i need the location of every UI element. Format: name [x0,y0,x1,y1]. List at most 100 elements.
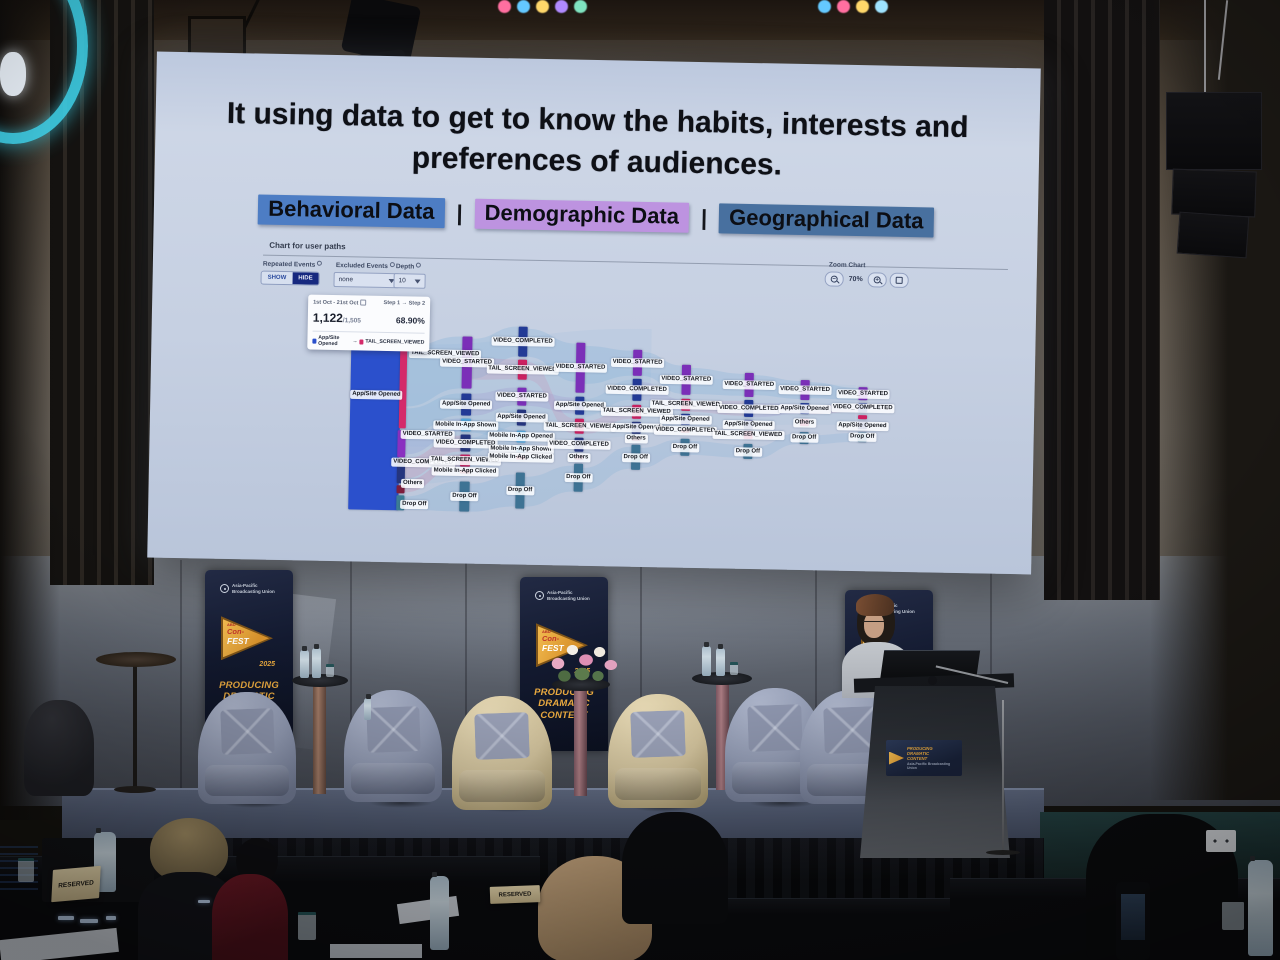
sankey-node-label: VIDEO_COMPLETED [605,384,669,395]
tooltip-total: /1,505 [342,317,361,325]
sankey-node-label: App/Site Opened [350,389,403,400]
sankey-node-label: VIDEO_STARTED [553,362,608,373]
sankey-node-label: Mobile In-App Clicked [431,466,499,477]
sankey-node-label: Mobile In-App Shown [433,419,499,431]
cushion [630,710,686,758]
audience-member-headscarf [538,856,652,960]
projection-screen: It using data to get to know the habits,… [147,51,1041,575]
armchair-beige [608,694,708,808]
flower-bouquet [542,636,622,686]
sankey-node-label: Others [624,434,648,444]
tooltip-count: 1,122 [312,310,344,326]
armchair-blue [344,690,442,802]
phone-screen [1121,894,1145,940]
pedestal-table-leg [313,684,326,794]
power-outlet [1206,830,1236,852]
podium-placard: PRODUCING DRAMATIC CONTENT Asia-Pacific … [886,740,962,776]
tooltip-date-range: 1st Oct - 21st Oct [313,299,367,307]
sankey-node-label: Drop Off [450,491,479,502]
abu-org-name: Asia-Pacific Broadcasting Union [232,583,275,594]
sankey-node-label: App/Site Opened [659,414,712,425]
legend-swatch-red [359,339,364,345]
water-bottle [1248,856,1273,956]
sankey-node-label: Mobile In-App Opened [487,431,556,442]
presenter-glasses [863,621,884,625]
reserved-sign: RESERVED [489,885,541,904]
sankey-tooltip: 1st Oct - 21st Oct Step 1 → Step 2 1,122… [307,294,431,352]
speaker-array-box [1171,168,1257,218]
sankey-node-label: Others [792,417,817,428]
confest-logo: ABU Con- FEST 2025 [221,616,277,668]
led-stage-light [498,0,587,13]
desk-light [106,916,116,920]
armchair-blue [198,692,296,804]
sankey-node-label: Drop Off [733,446,763,457]
sankey-node-label: App/Site Opened [778,403,831,414]
led-stage-light [818,0,888,13]
wall-seam [180,560,182,790]
sankey-node-label: VIDEO_STARTED [610,357,665,368]
side-table-leg [133,664,137,788]
wood-slat-panel-right [1044,0,1160,600]
sankey-node-label: VIDEO_STARTED [659,374,714,385]
sankey-node-label: VIDEO_STARTED [778,385,833,396]
presenter-hair [856,594,894,616]
side-table [96,652,176,667]
sankey-node-label: VIDEO_COMPLETED [830,402,895,413]
wall-seam [815,560,817,794]
sankey-node-label: Drop Off [789,433,819,443]
pedestal-table-leg [574,688,587,796]
water-bottle [312,644,321,678]
microphone-stand [1002,700,1004,852]
sankey-node-label: VIDEO_COMPLETED [547,439,611,450]
sankey-node-label: TAIL_SCREEN_VIEWED [486,364,559,375]
legend-swatch-blue [312,338,317,344]
sankey-node-label: VIDEO_COMPLETED [653,425,718,436]
abu-org-name: Asia-Pacific Broadcasting Union [547,590,590,601]
calendar-icon [360,299,367,306]
sankey-node-label: VIDEO_STARTED [835,388,891,399]
cushion [474,712,530,760]
microphone-stand-base [986,850,1020,855]
sankey-node-label: Others [566,452,591,462]
presenter-face [864,612,884,638]
sankey-node-label: VIDEO_COMPLETED [491,336,555,347]
sankey-node-label: TAIL_SCREEN_VIEWED [711,429,785,441]
wall-seam [640,560,642,792]
water-glass [326,664,334,677]
sankey-node-label: Drop Off [847,432,877,442]
sankey-node-label: App/Site Opened [495,412,548,423]
water-bottle [364,694,371,720]
sankey-node-label: TAIL_SCREEN_VIEWED [649,399,722,410]
sankey-node-label: Drop Off [670,442,700,453]
audience-member-red-jacket [212,874,288,960]
stool-chair [24,700,94,796]
wall-light-spot [0,52,26,96]
water-bottle [702,642,711,676]
sankey-node [398,340,408,429]
sankey-node [858,415,868,420]
reserved-sign: RESERVED [51,865,101,903]
sankey-node-label: Drop Off [564,472,593,483]
paper-sheet [330,944,422,958]
abu-logo-icon [220,584,229,594]
sankey-node-label: Mobile In-App Clicked [487,452,555,463]
sankey-node-label: Drop Off [621,452,650,463]
speaker-array-box [1176,211,1250,259]
sankey-node-label: App/Site Opened [439,399,493,410]
water-glass [18,858,34,882]
sankey-diagram: App/Site Opened TAIL_SCREEN_VIEWED VIDEO_S… [147,52,1041,575]
abu-logo-icon [535,591,544,601]
sankey-node-label: App/Site Opened [553,400,606,411]
desk-light [198,900,210,903]
sankey-node-label: App/Site Opened [722,419,775,430]
wall-seam [465,560,467,792]
speaker-rigging-cable [1204,0,1206,96]
sankey-node-label: Drop Off [505,485,535,496]
water-bottle [430,872,449,950]
sankey-node-label: VIDEO_STARTED [722,379,777,391]
water-glass [1222,902,1244,930]
desk-light [80,919,98,923]
